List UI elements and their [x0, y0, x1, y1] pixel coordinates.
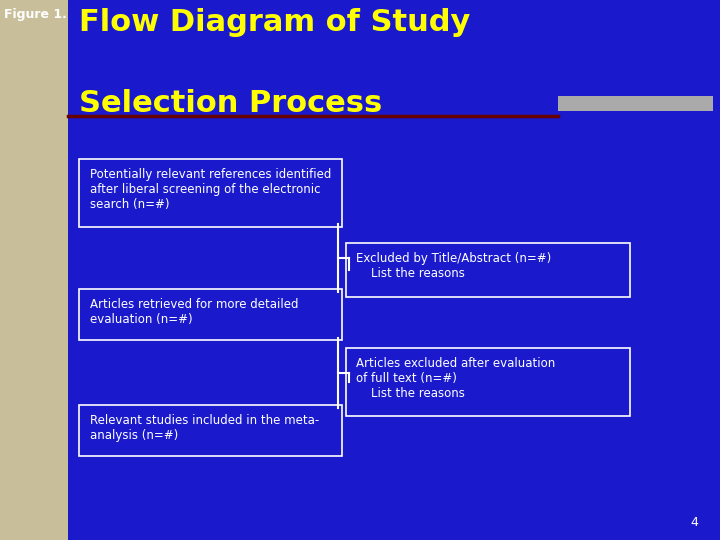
Text: Relevant studies included in the meta-
analysis (n=#): Relevant studies included in the meta- a… [90, 414, 319, 442]
FancyBboxPatch shape [0, 0, 68, 540]
Text: Articles retrieved for more detailed
evaluation (n=#): Articles retrieved for more detailed eva… [90, 298, 299, 326]
FancyBboxPatch shape [346, 243, 630, 297]
FancyBboxPatch shape [346, 348, 630, 416]
Text: 4: 4 [690, 516, 698, 529]
Text: Selection Process: Selection Process [79, 89, 382, 118]
Text: Articles excluded after evaluation
of full text (n=#)
    List the reasons: Articles excluded after evaluation of fu… [356, 357, 556, 401]
Text: Potentially relevant references identified
after liberal screening of the electr: Potentially relevant references identifi… [90, 168, 331, 212]
FancyBboxPatch shape [79, 159, 342, 227]
FancyBboxPatch shape [79, 289, 342, 340]
Text: Flow Diagram of Study: Flow Diagram of Study [79, 8, 471, 37]
Text: Figure 1.: Figure 1. [4, 8, 66, 21]
FancyBboxPatch shape [558, 96, 713, 111]
FancyBboxPatch shape [79, 405, 342, 456]
Text: Excluded by Title/Abstract (n=#)
    List the reasons: Excluded by Title/Abstract (n=#) List th… [356, 252, 552, 280]
